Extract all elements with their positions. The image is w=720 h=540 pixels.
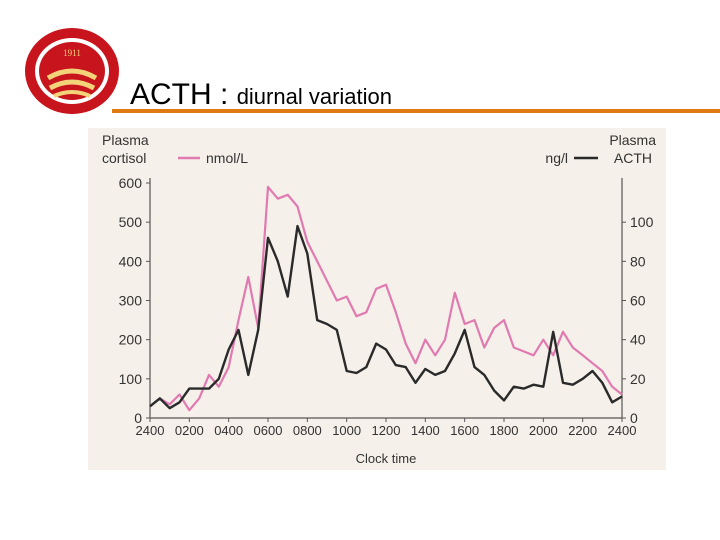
right-tick-label: 80 xyxy=(630,253,646,269)
left-tick-label: 300 xyxy=(119,293,143,309)
right-tick-label: 60 xyxy=(630,293,646,309)
left-tick-label: 100 xyxy=(119,371,143,387)
chart-labels: Plasma cortisol Plasma ACTH nmol/L ng/l … xyxy=(102,132,656,466)
x-tick-label: 2200 xyxy=(568,423,597,438)
cortisol-series-line xyxy=(149,185,623,412)
x-tick-label: 0600 xyxy=(254,423,283,438)
x-axis-title: Clock time xyxy=(356,451,417,466)
right-tick-label: 40 xyxy=(630,332,646,348)
left-axis-title-line2: cortisol xyxy=(102,150,146,166)
slide-title: ACTH : diurnal variation xyxy=(130,78,392,112)
right-axis-title-line1: Plasma xyxy=(609,132,656,148)
x-tick-label: 1600 xyxy=(450,423,479,438)
x-tick-label: 2400 xyxy=(608,423,637,438)
left-tick-label: 500 xyxy=(119,214,143,230)
acth-cortisol-chart: 0 100 200 300 400 500 600 0 20 40 60 80 100 2400 0200 0… xyxy=(88,128,666,470)
right-tick-label: 20 xyxy=(630,371,646,387)
x-tick-label: 0200 xyxy=(175,423,204,438)
left-tick-label: 0 xyxy=(134,410,142,426)
x-tick-label: 1200 xyxy=(372,423,401,438)
left-tick-label: 200 xyxy=(119,332,143,348)
legend-label-acth: ng/l xyxy=(545,150,568,166)
acth-series-line xyxy=(149,224,623,410)
right-tick-label: 0 xyxy=(630,410,638,426)
chart-series xyxy=(149,185,623,412)
x-tick-label: 0400 xyxy=(214,423,243,438)
x-tick-label: 1800 xyxy=(490,423,519,438)
chart-axes: 0 100 200 300 400 500 600 0 20 40 60 80 100 2400 0200 0… xyxy=(119,175,654,438)
x-tick-label: 1000 xyxy=(332,423,361,438)
legend-label-cortisol: nmol/L xyxy=(206,150,248,166)
x-tick-label: 1400 xyxy=(411,423,440,438)
left-axis-title-line1: Plasma xyxy=(102,132,149,148)
left-tick-label: 400 xyxy=(119,253,143,269)
right-axis-title-line2: ACTH xyxy=(614,150,652,166)
x-tick-label: 2000 xyxy=(529,423,558,438)
left-tick-label: 600 xyxy=(119,175,143,191)
university-seal-icon: 1911 xyxy=(25,28,119,114)
title-underline xyxy=(112,109,720,113)
slide-title-main: ACTH xyxy=(130,78,212,111)
right-tick-label: 100 xyxy=(630,214,654,230)
chart-background xyxy=(88,128,666,470)
slide-title-separator: : xyxy=(211,78,237,111)
logo-year: 1911 xyxy=(63,48,81,58)
x-tick-label: 0800 xyxy=(293,423,322,438)
slide-title-subtitle: diurnal variation xyxy=(236,84,392,109)
x-tick-label: 2400 xyxy=(136,423,165,438)
